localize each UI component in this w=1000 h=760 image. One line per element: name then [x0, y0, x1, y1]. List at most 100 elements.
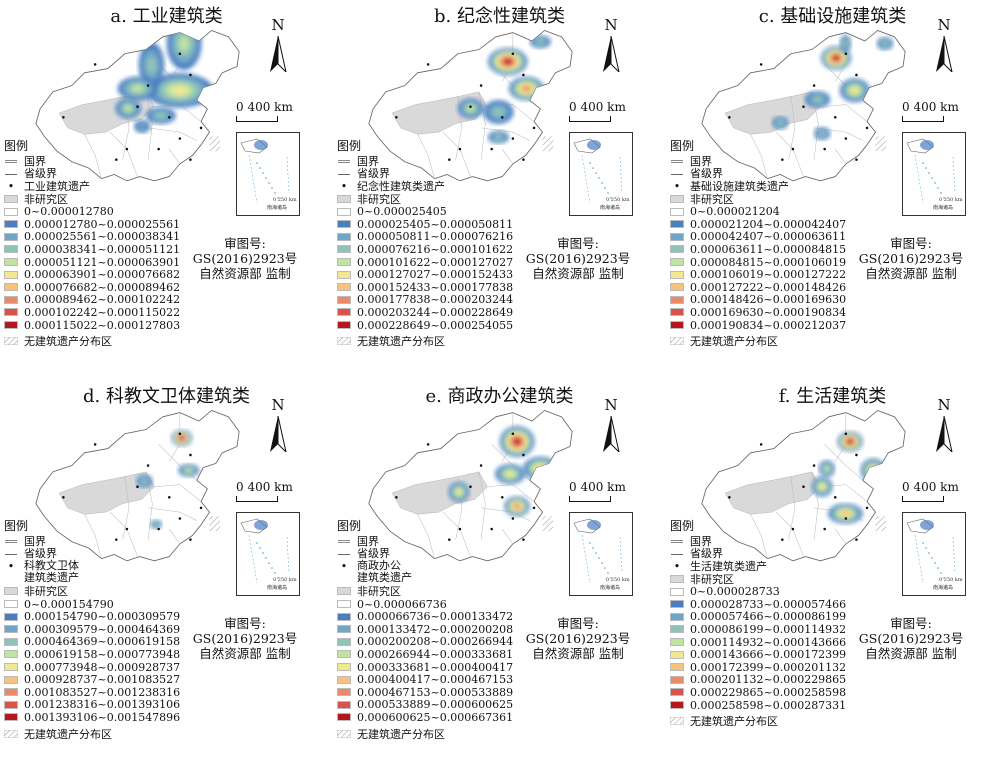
heritage-point [179, 432, 182, 435]
legend: 图例 国界 省级界 • 基础设施建筑类遗产 非研究区 0~0.000021204 0.0000… [670, 140, 846, 348]
legend-density-class: 0.000619158~0.000773948 [4, 648, 180, 661]
legend-non-study-label: 非研究区 [357, 585, 401, 598]
legend-density-class: 0.000076216~0.000101622 [337, 243, 513, 256]
legend-no-heritage-symbol [337, 728, 351, 741]
density-swatch [337, 208, 351, 216]
heritage-point [522, 454, 525, 457]
scale-bar-graphic [569, 116, 611, 122]
scale-bar: 0 400 km [902, 480, 959, 494]
density-swatch [337, 676, 351, 684]
legend-density-class: 0.000025561~0.000038341 [4, 231, 180, 244]
density-swatch [4, 271, 18, 279]
legend-national-border-symbol [337, 535, 351, 548]
density-range-label: 0.000400417~0.000467153 [357, 673, 513, 686]
density-swatch [337, 321, 351, 329]
legend-provincial-border-symbol [337, 167, 351, 180]
legend-national-border-label: 国界 [24, 535, 46, 548]
heritage-point [855, 158, 858, 161]
approval-note: 审图号: GS(2016)2923号 自然资源部 监制 [846, 616, 976, 661]
legend-non-study: 非研究区 [670, 193, 846, 206]
approval-note: 审图号: GS(2016)2923号 自然资源部 监制 [180, 236, 310, 281]
density-swatch [4, 650, 18, 658]
heritage-point [189, 158, 192, 161]
scale-bar: 0 400 km [236, 100, 293, 114]
density-swatch [670, 701, 684, 709]
heritage-point [200, 127, 203, 130]
density-swatch [4, 321, 18, 329]
density-range-label: 0.000266944~0.000333681 [357, 648, 513, 661]
density-hotspot [115, 98, 140, 118]
density-range-label: 0.000152433~0.000177838 [357, 281, 513, 294]
legend-density-class: 0.000266944~0.000333681 [337, 648, 513, 661]
legend-non-study: 非研究区 [4, 193, 180, 206]
density-range-label: 0.000089462~0.000102242 [24, 293, 180, 306]
heritage-point [866, 507, 869, 510]
legend-provincial-border: 省级界 [670, 548, 846, 561]
inset-label: 南海诸岛 [600, 204, 620, 211]
density-hotspot [390, 44, 401, 53]
density-range-label: 0.000063901~0.000076682 [24, 268, 180, 281]
density-swatch [337, 625, 351, 633]
scale-bar: 0 400 km [236, 480, 293, 494]
density-swatch [4, 613, 18, 621]
density-hotspot [504, 496, 529, 516]
density-hotspot [136, 475, 152, 488]
legend-non-study-symbol [4, 193, 18, 206]
legend-heritage-point-symbol: • [670, 560, 684, 573]
legend-title: 图例 [4, 140, 180, 153]
map-panel-e: e. 商政办公建筑类 N 0 400 km 0 250 km 南海诸岛 审图号: GS(20… [333, 380, 666, 760]
inset-map: 0 250 km南海诸岛 [570, 133, 632, 215]
legend-density-class: 0.000102242~0.000115022 [4, 306, 180, 319]
density-swatch [337, 701, 351, 709]
legend-non-study: 非研究区 [337, 585, 513, 598]
legend-non-study-label: 非研究区 [357, 193, 401, 206]
legend-density-class: 0.000038341~0.000051121 [4, 243, 180, 256]
legend-density-class: 0.000076682~0.000089462 [4, 281, 180, 294]
legend-provincial-border: 省级界 [4, 168, 180, 181]
density-range-label: 0~0.000021204 [690, 205, 780, 218]
north-label: N [929, 396, 959, 414]
density-range-label: 0.000066736~0.000133472 [357, 610, 513, 623]
density-range-label: 0.000012780~0.000025561 [24, 218, 180, 231]
heritage-point [728, 116, 731, 119]
legend-heritage-point-label: 纪念性建筑类遗产 [357, 180, 445, 193]
approval-text: 自然资源部 监制 [180, 646, 310, 661]
density-swatch [670, 663, 684, 671]
density-range-label: 0.000928737~0.001083527 [24, 673, 180, 686]
legend-density-class: 0.000106019~0.000127222 [670, 268, 846, 281]
legend-density-class: 0.000464369~0.000619158 [4, 636, 180, 649]
map-panel-d: d. 科教文卫体建筑类 N 0 400 km 0 250 km 南海诸岛 审图号: GS(2… [0, 380, 333, 760]
legend-national-border-symbol [337, 155, 351, 168]
heritage-point [480, 464, 483, 467]
approval-text: GS(2016)2923号 [513, 631, 643, 646]
legend: 图例 国界 省级界 • 商政办公 建筑类遗产 非研究区 0~0.000066736 0.000… [337, 520, 513, 740]
legend-provincial-border-symbol [670, 547, 684, 560]
heritage-point [94, 63, 97, 66]
heritage-point [813, 464, 816, 467]
legend-national-border-label: 国界 [357, 535, 379, 548]
density-range-label: 0.000042407~0.000063611 [690, 230, 846, 243]
scale-label: 0 400 km [902, 100, 959, 114]
heritage-point [136, 485, 139, 488]
density-swatch [337, 613, 351, 621]
density-range-label: 0.000102242~0.000115022 [24, 306, 180, 319]
approval-text: GS(2016)2923号 [846, 251, 976, 266]
legend-non-study-label: 非研究区 [24, 193, 68, 206]
heritage-point [802, 485, 805, 488]
heritage-point [855, 454, 858, 457]
north-label: N [263, 16, 293, 34]
scale-bar: 0 400 km [569, 480, 626, 494]
heritage-point [200, 507, 203, 510]
scale-label: 0 400 km [902, 480, 959, 494]
legend-density-class: 0.000050811~0.000076216 [337, 231, 513, 244]
legend-no-heritage-symbol [670, 715, 684, 728]
legend-no-heritage: 无建筑遗产分布区 [670, 715, 846, 728]
no-heritage-area [876, 516, 887, 531]
legend-national-border-label: 国界 [24, 155, 46, 168]
approval-text: GS(2016)2923号 [180, 631, 310, 646]
map-panel-a: a. 工业建筑类 N 0 400 km 0 250 km 南海诸岛 审图号: GS(2016… [0, 0, 333, 380]
legend-title: 图例 [337, 140, 513, 153]
density-swatch [670, 651, 684, 659]
legend-density-class: 0.000152433~0.000177838 [337, 281, 513, 294]
density-range-label: 0.000600625~0.000667361 [357, 711, 513, 724]
